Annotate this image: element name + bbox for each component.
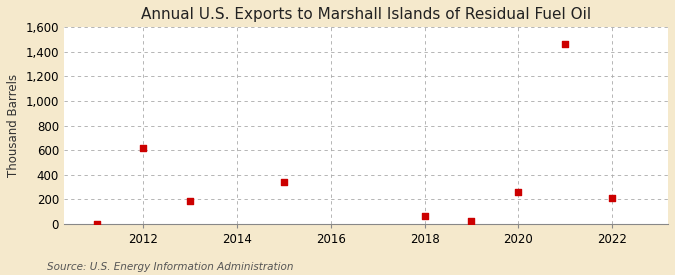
Point xyxy=(91,222,102,226)
Point xyxy=(513,189,524,194)
Y-axis label: Thousand Barrels: Thousand Barrels xyxy=(7,74,20,177)
Point xyxy=(185,199,196,203)
Point xyxy=(279,180,290,185)
Point xyxy=(138,146,149,150)
Title: Annual U.S. Exports to Marshall Islands of Residual Fuel Oil: Annual U.S. Exports to Marshall Islands … xyxy=(141,7,591,22)
Point xyxy=(419,213,430,218)
Point xyxy=(606,196,617,200)
Point xyxy=(560,42,570,46)
Text: Source: U.S. Energy Information Administration: Source: U.S. Energy Information Administ… xyxy=(47,262,294,272)
Point xyxy=(466,218,477,223)
